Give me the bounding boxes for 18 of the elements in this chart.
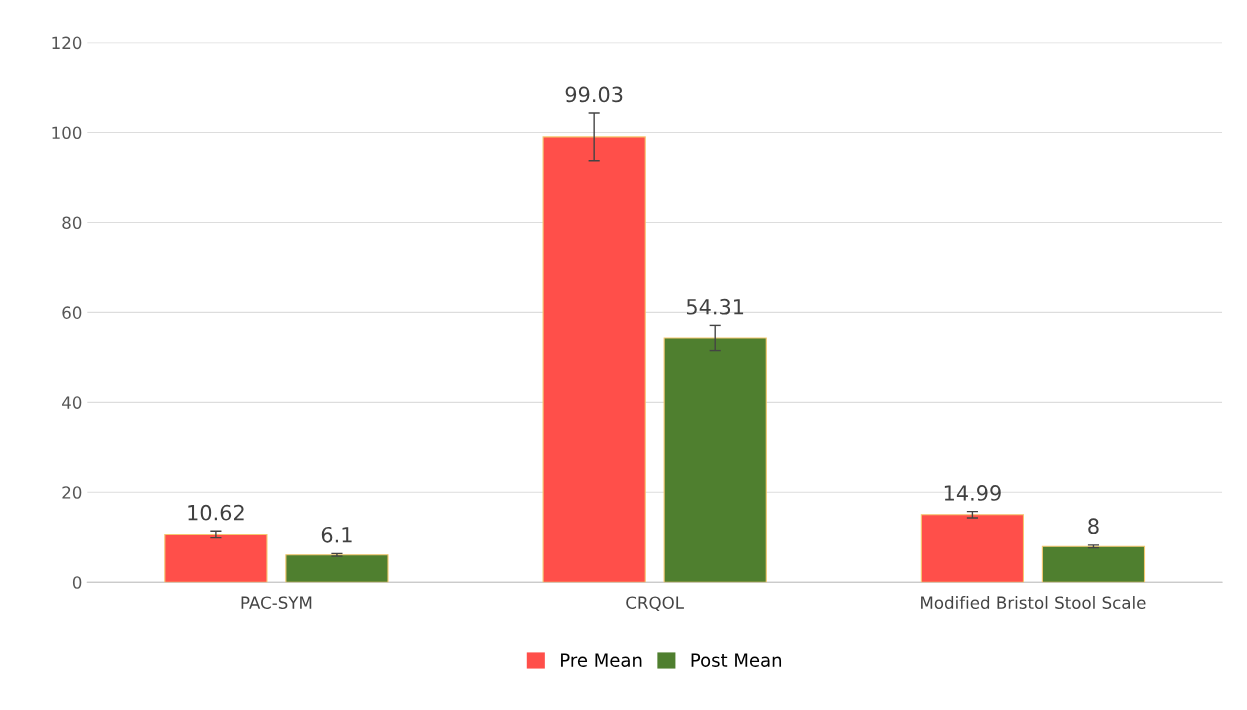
y-tick-label: 100 [52, 126, 82, 140]
y-tick-label: 60 [62, 306, 82, 319]
x-tick-label: PAC-SYM [241, 596, 312, 609]
y-tick-label: 80 [62, 216, 82, 230]
y-tick-label: 20 [62, 486, 82, 499]
data-label: 10.62 [188, 504, 244, 521]
legend-label: Post Mean [691, 653, 782, 667]
data-label: 14.99 [944, 485, 1001, 501]
data-label: 8 [1088, 518, 1099, 535]
data-label: 54.31 [686, 298, 744, 315]
data-label: 99.03 [565, 86, 623, 103]
data-label: 6.1 [321, 526, 352, 543]
y-tick-label: 0 [72, 576, 82, 589]
y-tick-label: 120 [52, 36, 82, 50]
y-tick-label: 40 [62, 396, 82, 409]
x-tick-label: Modified Bristol Stool Scale [921, 596, 1146, 609]
x-tick-label: CRQOL [626, 596, 684, 611]
legend-label: Pre Mean [561, 653, 642, 667]
